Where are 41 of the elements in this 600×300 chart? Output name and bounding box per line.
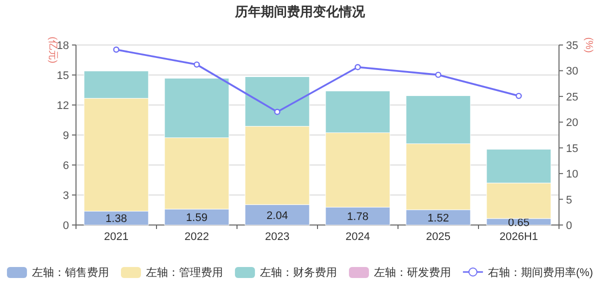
y2-tick-label: 35 bbox=[566, 40, 578, 52]
y2-tick-label: 5 bbox=[566, 194, 572, 206]
point bbox=[435, 72, 442, 78]
y2-tick-label: 10 bbox=[566, 168, 578, 181]
y-tick-label: 0 bbox=[62, 220, 69, 232]
legend-label: 左轴：管理费用 bbox=[146, 266, 223, 279]
x-tick-label: 2024 bbox=[346, 231, 370, 243]
y2-tick-label: 15 bbox=[566, 142, 578, 155]
y-tick-label: 15 bbox=[56, 70, 69, 82]
legend-label: 左轴：销售费用 bbox=[32, 266, 109, 279]
x-tick-label: 2023 bbox=[265, 231, 290, 243]
point bbox=[516, 92, 522, 100]
point bbox=[274, 108, 280, 115]
data-label: 2.04 bbox=[266, 210, 288, 222]
data-label: 1.52 bbox=[428, 212, 449, 224]
x-tick-label: 2026H1 bbox=[499, 231, 538, 243]
data-label: 1.38 bbox=[106, 213, 127, 226]
y-tick-label: 3 bbox=[62, 190, 69, 202]
y-tick-label: 12 bbox=[56, 100, 69, 112]
y2-tick-label: 30 bbox=[566, 66, 578, 78]
y-tick-label: 6 bbox=[62, 160, 69, 172]
y-axis-title: (亿元) bbox=[47, 36, 58, 64]
x-tick-label: 2022 bbox=[184, 231, 209, 243]
y-tick-label: 18 bbox=[56, 40, 69, 52]
point bbox=[194, 61, 200, 68]
y2-axis-title: (%) bbox=[583, 37, 594, 53]
legend-label: 左轴：财务费用 bbox=[260, 266, 337, 279]
data-label: 0.65 bbox=[508, 216, 530, 229]
chart-title: 历年期间费用变化情况 bbox=[234, 4, 366, 19]
x-tick-label: 2021 bbox=[104, 231, 128, 243]
y2-tick-label: 0 bbox=[566, 220, 572, 232]
x-tick-label: 2025 bbox=[426, 231, 450, 243]
legend-label: 左轴：研发费用 bbox=[374, 266, 451, 279]
y2-tick-label: 25 bbox=[566, 91, 578, 104]
data-label: 1.78 bbox=[347, 211, 368, 224]
data-label: 1.59 bbox=[186, 212, 208, 224]
point bbox=[354, 64, 361, 70]
y-tick-label: 9 bbox=[62, 130, 69, 142]
point bbox=[113, 46, 120, 53]
y2-tick-label: 20 bbox=[566, 117, 578, 130]
legend-label: 右轴：期间费用率(%) bbox=[488, 266, 594, 279]
